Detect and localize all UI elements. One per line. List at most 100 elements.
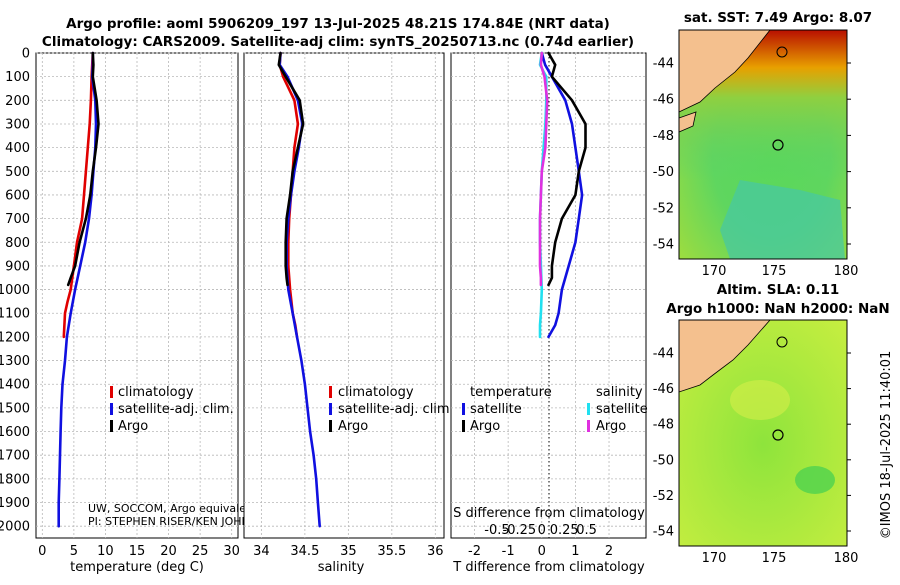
temperature-legend: climatology satellite-adj. clim. Argo [110,385,234,434]
data-point [85,218,87,220]
data-point [297,123,299,125]
data-point [540,194,542,196]
depth-tick-label: 1700 [0,449,30,464]
data-point [89,123,91,125]
t-difference-axis-label: T difference from climatology [452,560,645,575]
data-point [317,501,319,504]
figure-title-line2: Climatology: CARS2009. Satellite-adj cli… [42,34,634,50]
lat-tick-label: -50 [653,453,674,468]
sla-low-patch [730,380,790,420]
sla-lat-tick-labels: -44 -46 -48 -50 -52 -54 [653,347,851,540]
legend-sal-argo-label: Argo [596,419,626,434]
depth-tick-label: 1200 [0,330,30,345]
data-point [289,288,291,291]
depth-tick-label: 1600 [0,425,30,440]
legend-temp-argo-swatch [462,420,465,432]
data-point [299,99,301,101]
lon-tick-label: 180 [834,551,859,566]
imos-credit: ©IMOS 18-Jul-2025 11:40:01 [879,351,894,540]
data-point [60,430,62,433]
data-point [285,265,287,267]
data-point [89,194,91,196]
data-point [541,52,543,54]
legend-temp-satellite-swatch [462,403,465,415]
sla-land-new-zealand [678,319,771,393]
depth-tick-label: 2000 [0,520,30,535]
salinity-panel: 34 34.5 35 35.5 36 salinity climatology sate… [243,51,454,575]
depth-tick-label: 1800 [0,472,30,487]
data-point [571,99,573,101]
data-point [84,241,86,243]
data-point [568,265,570,267]
data-point [539,324,541,326]
data-point [287,218,289,220]
data-point [539,241,541,243]
legend-sal-argo-swatch [587,420,590,432]
depth-tick-label: 1900 [0,496,30,511]
depth-tick-label: 300 [5,117,30,132]
data-point [544,64,546,66]
data-point [554,241,556,243]
data-point [296,336,298,338]
data-point [92,52,94,54]
data-point [60,407,62,409]
lon-tick-label: 170 [702,264,727,279]
data-point [282,76,284,78]
data-point [287,241,289,243]
sla-lon-tick-labels: 170 175 180 [702,551,859,566]
data-point [58,525,60,527]
temperature-grid [36,52,238,538]
depth-tick-label: 200 [5,94,30,109]
depth-tick-label: 400 [5,141,30,156]
legend-satellite-label: satellite-adj. clim. [118,402,234,417]
data-point [95,123,97,125]
x-tick-label: 20 [160,544,177,559]
data-point [547,284,550,286]
data-point [297,147,299,149]
x-tick-label: 15 [129,544,146,559]
sla-contour-ring [776,336,788,348]
data-point [63,336,65,338]
difference-series [538,51,587,339]
lat-tick-label: -46 [653,382,674,397]
legend-climatology-swatch [329,386,332,398]
sst-map: sat. SST: 7.49 Argo: 8.07 -44 -46 -48 -50 -5… [653,10,872,279]
data-point [90,99,92,101]
temperature-series [57,51,100,528]
data-point [279,52,282,54]
x-tick-label: 35 [340,544,357,559]
data-point [92,76,94,78]
data-point [581,194,583,196]
operator-note: UW, SOCCOM, Argo equivale [88,502,246,515]
depth-tick-label: 1400 [0,378,30,393]
data-point [578,170,580,172]
legend-temp-argo-label: Argo [470,419,500,434]
data-point [540,64,542,66]
temperature-panel: 0100200300400500600700800900100011001200… [0,47,250,576]
sst-map-title: sat. SST: 7.49 Argo: 8.07 [684,10,872,26]
lat-tick-label: -44 [653,347,674,362]
data-point [584,147,587,149]
lat-tick-label: -52 [653,489,674,504]
data-point [578,218,580,220]
sst-lat-tick-labels: -44 -46 -48 -50 -52 -54 [653,57,851,253]
sst-land-new-zealand [678,29,771,113]
lon-tick-label: 175 [762,551,787,566]
depth-tick-label: 0 [22,47,30,62]
data-point [286,284,289,286]
depth-tick-label: 1100 [0,307,30,322]
x-tick-label: 30 [223,544,240,559]
data-point [64,312,66,314]
data-point [287,288,289,291]
s-diff-tick-label: -0.25 [503,523,537,538]
sst-lon-tick-labels: 170 175 180 [702,264,859,279]
data-point [70,277,72,279]
x-tick-label: -2 [468,544,481,559]
data-point [319,525,321,527]
salinity-plot-area [243,52,445,539]
data-point [70,288,72,291]
sla-map: Altim. SLA: 0.11 Argo h1000: NaN h2000: … [653,282,890,566]
x-tick-label: 10 [97,544,114,559]
difference-legend: temperature satellite Argo salinity sate… [462,385,648,434]
